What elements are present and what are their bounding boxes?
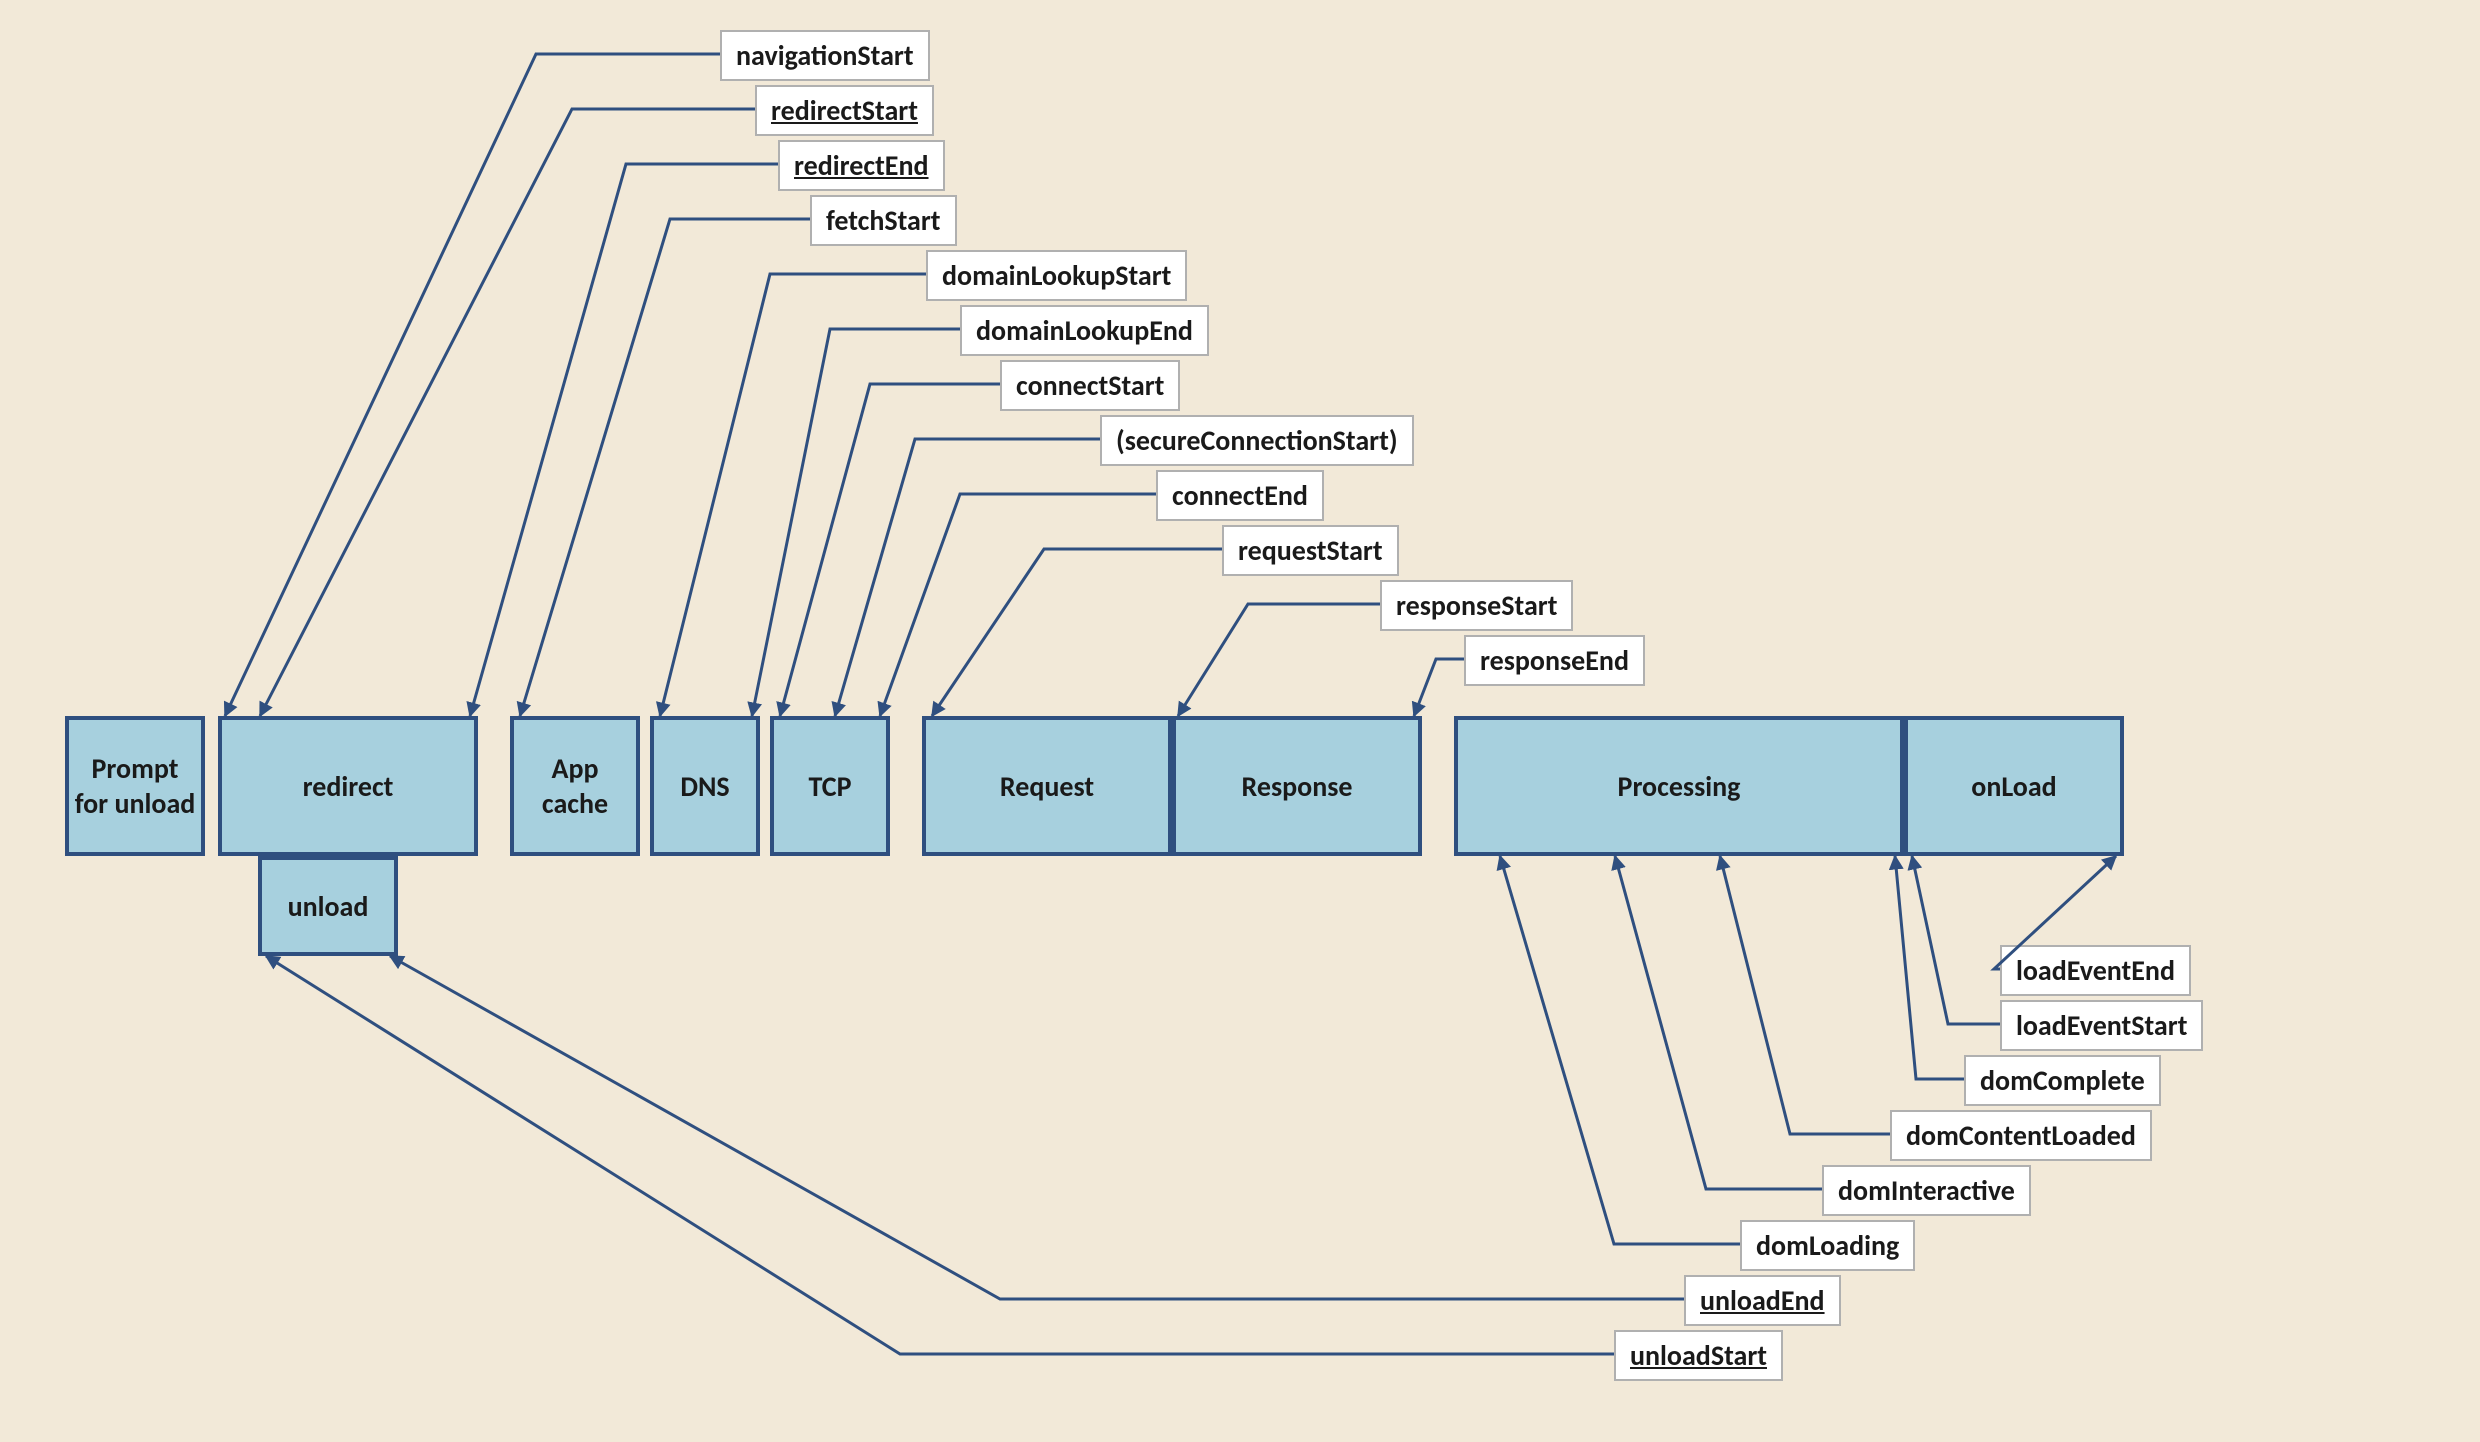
timing-label-navigationStart: navigationStart [720,30,930,81]
timing-label-domInteractive: domInteractive [1822,1165,2031,1216]
phase-onload: onLoad [1904,716,2124,856]
timing-label-domLoading: domLoading [1740,1220,1915,1271]
phase-processing: Processing [1454,716,1904,856]
phase-prompt: Prompt for unload [65,716,205,856]
timing-label-responseStart: responseStart [1380,580,1573,631]
timing-label-loadEventEnd: loadEventEnd [2000,945,2191,996]
phase-response: Response [1172,716,1422,856]
timing-label-domainLookupStart: domainLookupStart [926,250,1187,301]
timing-label-responseEnd: responseEnd [1464,635,1645,686]
timing-label-connectStart: connectStart [1000,360,1180,411]
timing-label-secureConnectionStart: (secureConnectionStart) [1100,415,1414,466]
timing-label-connectEnd: connectEnd [1156,470,1324,521]
phase-redirect: redirect [218,716,478,856]
timing-label-unloadStart: unloadStart [1614,1330,1783,1381]
timing-label-redirectEnd: redirectEnd [778,140,945,191]
phase-dns: DNS [650,716,760,856]
timing-label-domainLookupEnd: domainLookupEnd [960,305,1209,356]
timing-label-loadEventStart: loadEventStart [2000,1000,2203,1051]
phase-request: Request [922,716,1172,856]
timing-label-domContentLoaded: domContentLoaded [1890,1110,2152,1161]
phase-unload: unload [258,856,398,956]
phase-tcp: TCP [770,716,890,856]
timing-label-requestStart: requestStart [1222,525,1399,576]
timing-label-domComplete: domComplete [1964,1055,2161,1106]
timing-label-fetchStart: fetchStart [810,195,957,246]
timing-label-redirectStart: redirectStart [755,85,934,136]
timing-label-unloadEnd: unloadEnd [1684,1275,1841,1326]
phase-appcache: App cache [510,716,640,856]
